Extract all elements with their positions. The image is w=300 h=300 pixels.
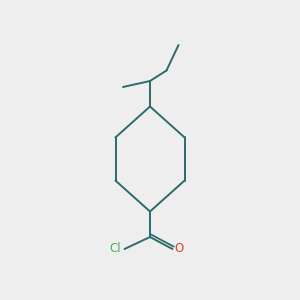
Text: O: O xyxy=(175,242,184,256)
Text: Cl: Cl xyxy=(110,242,121,256)
